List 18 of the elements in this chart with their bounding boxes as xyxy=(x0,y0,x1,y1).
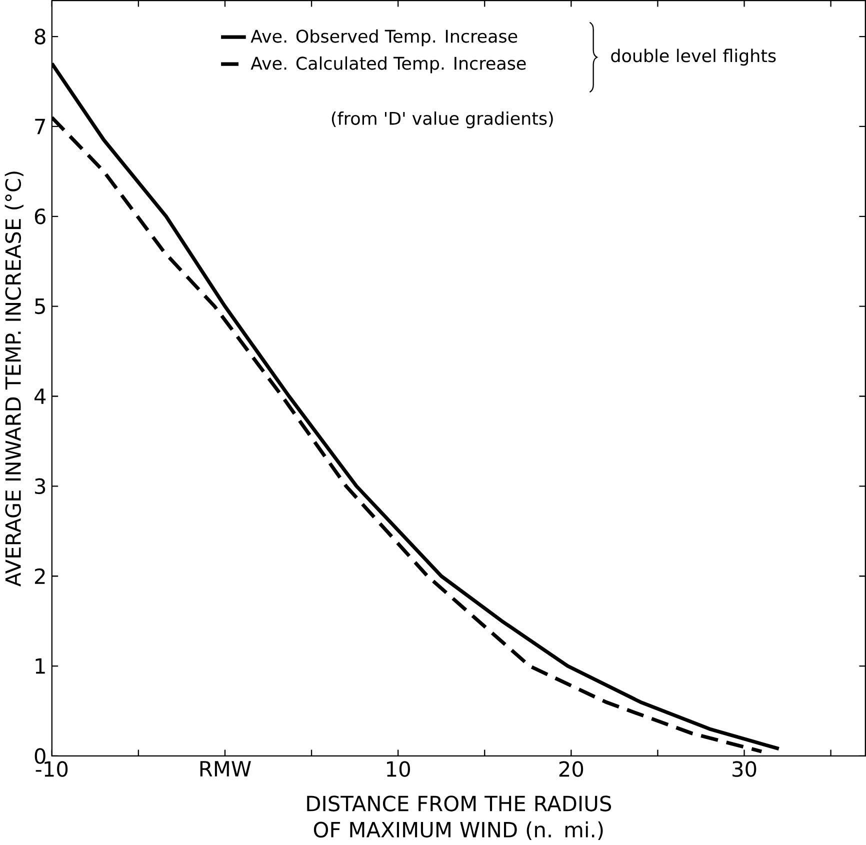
y-tick-label: 6 xyxy=(34,208,46,224)
y-tick-label: 3 xyxy=(35,478,46,494)
annotation: double level flights xyxy=(611,48,776,66)
y-tick-label: 4 xyxy=(34,388,46,404)
y-axis-title: AVERAGE INWARD TEMP. INCREASE (°C) xyxy=(4,172,24,587)
y-tick-label: 8 xyxy=(34,28,46,44)
x-tick-label: 20 xyxy=(559,761,584,777)
legend-label: Ave. Calculated Temp. Increase xyxy=(250,56,526,74)
y-tick-label: 7 xyxy=(35,118,45,134)
y-tick-label: 1 xyxy=(36,658,45,674)
y-tick-label: 5 xyxy=(35,298,45,314)
x-tick-label: 10 xyxy=(387,761,410,777)
x-tick-label: RMW xyxy=(200,761,251,776)
x-axis-title: DISTANCE FROM THE RADIUS OF MAXIMUM WIND (n. mi.) xyxy=(307,796,612,840)
x-tick-label: 30 xyxy=(732,761,756,777)
y-tick-label: 2 xyxy=(34,568,45,584)
annotation: (from 'D' value gradients) xyxy=(332,112,553,128)
legend-label: Ave. Observed Temp. Increase xyxy=(250,29,518,46)
